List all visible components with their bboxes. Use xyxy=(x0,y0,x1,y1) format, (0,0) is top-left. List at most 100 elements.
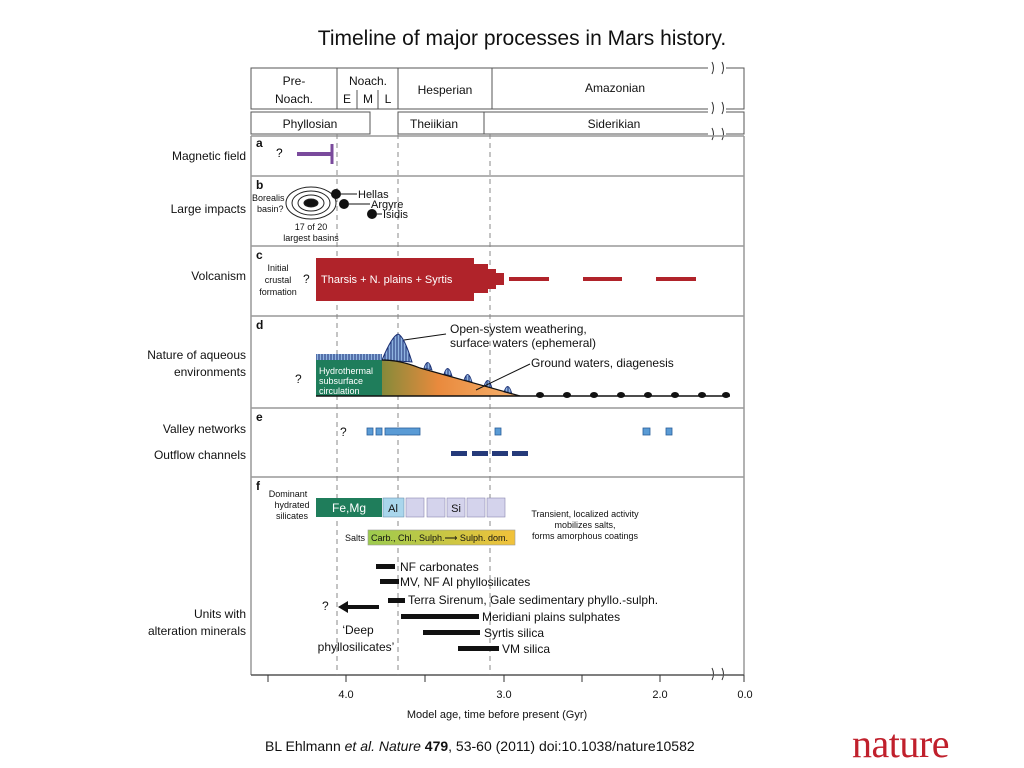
al-text: Al xyxy=(388,503,398,515)
panel-letter-c: c xyxy=(256,248,263,262)
era-amazonian: Amazonian xyxy=(585,81,645,95)
label-aqueous-2: environments xyxy=(174,365,246,379)
citation-volume: 479 xyxy=(424,738,449,754)
ground-waters-label: Ground waters, diagenesis xyxy=(531,356,674,370)
panel-letter-f: f xyxy=(256,479,261,493)
panel-d: ? Hydrothermal subsurface xyxy=(295,322,730,398)
citation-author: BL Ehlmann xyxy=(265,738,345,754)
volcanism-question: ? xyxy=(303,272,310,286)
clay-boxes xyxy=(405,497,506,518)
hydro-text-2: subsurface xyxy=(319,376,363,386)
femg-box xyxy=(316,498,382,517)
slide-title: Timeline of major processes in Mars hist… xyxy=(317,27,727,50)
hellas-label: Hellas xyxy=(358,189,389,201)
dominant-3: silicates xyxy=(276,511,309,521)
ephemeral-blips xyxy=(423,362,513,395)
argyre-label: Argyre xyxy=(371,199,403,211)
label-units-1: Units with xyxy=(194,607,246,621)
panel-b: Borealis basin? 17 of 20 largest basins … xyxy=(252,186,409,243)
basins-note-2: largest basins xyxy=(283,233,339,243)
unit-bars xyxy=(338,564,499,651)
borealis-label-2: basin? xyxy=(257,204,284,214)
unit-syrtis: Syrtis silica xyxy=(484,626,544,640)
deep-phyllo-1: ‘Deep xyxy=(342,623,374,637)
unit-nf-carbonates: NF carbonates xyxy=(400,560,479,574)
axis-break-marks xyxy=(708,61,726,681)
panel-a: ? xyxy=(276,144,334,164)
label-large-impacts: Large impacts xyxy=(171,202,246,216)
panel-letter-e: e xyxy=(256,410,263,424)
panel-e: ? xyxy=(340,425,673,456)
deep-phyllo-2: phyllosilicates’ xyxy=(318,640,395,654)
initial-crust-2: crustal xyxy=(265,275,292,285)
open-system-1: Open-system weathering, xyxy=(450,322,587,336)
nature-logo: nature xyxy=(852,721,949,766)
tick-3: 3.0 xyxy=(496,689,511,701)
era-siderikian: Siderikian xyxy=(588,117,641,131)
panel-f: Dominant hydrated silicates Fe,Mg Al Si … xyxy=(269,489,658,656)
transient-1: Transient, localized activity xyxy=(531,509,639,519)
unit-meridiani: Meridiani plains sulphates xyxy=(482,610,620,624)
panel-c: Initial crustal formation ? Tharsis + N.… xyxy=(259,258,696,301)
tick-0: 0.0 xyxy=(737,689,752,701)
open-system-2: surface waters (ephemeral) xyxy=(450,336,596,350)
valley-question: ? xyxy=(340,425,347,439)
salts-label: Salts xyxy=(345,533,366,543)
hydro-text-3: circulation xyxy=(319,386,360,396)
era-phyllosian: Phyllosian xyxy=(283,117,338,131)
initial-crust-3: formation xyxy=(259,287,297,297)
transient-3: forms amorphous coatings xyxy=(532,531,639,541)
hydro-text-1: Hydrothermal xyxy=(319,366,373,376)
panel-letter-a: a xyxy=(256,136,263,150)
panel-letter-d: d xyxy=(256,318,263,332)
femg-text: Fe,Mg xyxy=(332,501,366,515)
label-magnetic-field: Magnetic field xyxy=(172,149,246,163)
volcanism-bar-text: Tharsis + N. plains + Syrtis xyxy=(321,274,453,286)
label-units-2: alteration minerals xyxy=(148,624,246,638)
transient-2: mobilizes salts, xyxy=(554,520,615,530)
time-axis: 4.0 3.0 2.0 0.0 Model age, time before p… xyxy=(267,675,753,721)
hellas-impact-dot xyxy=(331,189,341,199)
tick-4: 4.0 xyxy=(338,689,353,701)
hydrothermal-block xyxy=(316,360,382,396)
label-volcanism: Volcanism xyxy=(191,269,246,283)
unit-mv-nf-al: MV, NF Al phyllosilicates xyxy=(400,575,530,589)
baseline-bumps xyxy=(536,392,730,398)
era-hesperian: Hesperian xyxy=(418,83,473,97)
era-prenoach-2: Noach. xyxy=(275,92,313,106)
isidis-impact-dot xyxy=(367,209,377,219)
valley-network-bars xyxy=(366,427,673,436)
aqueous-question: ? xyxy=(295,372,302,386)
borealis-basin-icon xyxy=(285,186,337,220)
si-text: Si xyxy=(451,503,461,515)
magnetic-question: ? xyxy=(276,146,283,160)
unit-terra-sirenum: Terra Sirenum, Gale sedimentary phyllo.-… xyxy=(408,593,658,607)
era-noach-middle: M xyxy=(363,92,373,106)
citation-etal: et al. Nature xyxy=(344,738,421,754)
era-noach-late: L xyxy=(385,92,392,106)
era-theiikian: Theiikian xyxy=(410,117,458,131)
volcanism-bar xyxy=(316,258,504,301)
initial-crust-1: Initial xyxy=(267,263,288,273)
era-noach-early: E xyxy=(343,92,351,106)
hydrothermal-hatch-top xyxy=(316,354,382,360)
era-prenoach-1: Pre- xyxy=(283,74,306,88)
units-question: ? xyxy=(322,599,329,613)
axis-label: Model age, time before present (Gyr) xyxy=(407,709,587,721)
dominant-2: hydrated xyxy=(274,500,309,510)
citation: BL Ehlmann et al. Nature 479, 53-60 (201… xyxy=(265,738,695,754)
label-valley-networks: Valley networks xyxy=(163,422,246,436)
outflow-channel-bars xyxy=(451,451,528,456)
citation-rest: , 53-60 (2011) doi:10.1038/nature10582 xyxy=(448,738,695,754)
isidis-label: Isidis xyxy=(383,209,409,221)
panel-letter-b: b xyxy=(256,178,263,192)
borealis-label-1: Borealis xyxy=(252,193,285,203)
tick-2: 2.0 xyxy=(652,689,667,701)
label-aqueous-1: Nature of aqueous xyxy=(147,348,246,362)
argyre-impact-dot xyxy=(339,199,349,209)
label-outflow-channels: Outflow channels xyxy=(154,448,246,462)
salts-bar-text: Carb., Chl., Sulph.⟶ Sulph. dom. xyxy=(371,533,508,543)
basins-note-1: 17 of 20 xyxy=(295,222,328,232)
era-dashed-lines xyxy=(336,134,491,675)
